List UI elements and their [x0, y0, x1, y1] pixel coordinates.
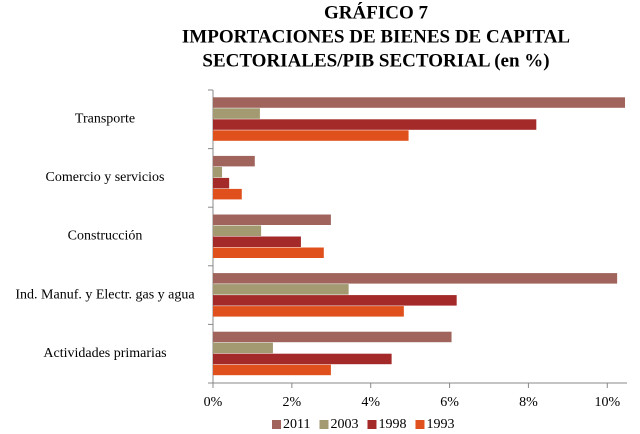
bar	[213, 273, 618, 284]
bar	[213, 108, 260, 119]
x-tick-label: 6%	[440, 395, 459, 410]
bar	[213, 353, 392, 365]
y-tick-label: Actividades primarias	[43, 346, 166, 361]
x-tick-label: 8%	[519, 395, 538, 410]
x-tick-label: 10%	[594, 395, 620, 410]
legend-swatch	[272, 420, 281, 429]
bar	[213, 306, 404, 317]
chart-title: GRÁFICO 7	[324, 1, 428, 23]
x-tick-label: 2%	[283, 395, 302, 410]
y-tick-label: Comercio y servicios	[46, 170, 165, 185]
legend-swatch	[367, 420, 377, 429]
bar	[213, 295, 457, 306]
bar	[213, 177, 230, 189]
legend-swatch	[319, 420, 329, 429]
y-tick-label: Construcción	[68, 229, 143, 244]
bar	[213, 214, 331, 225]
bar	[213, 236, 301, 247]
bar	[213, 155, 255, 167]
legend-label: 2011	[283, 417, 310, 432]
legend-label: 1993	[426, 417, 454, 432]
bar	[213, 342, 273, 354]
bar	[213, 130, 409, 141]
bar	[213, 364, 331, 376]
bar	[213, 119, 537, 130]
bar	[213, 188, 242, 200]
bar	[213, 225, 262, 236]
bar	[213, 331, 452, 343]
y-tick-label: Ind. Manuf. y Electr. gas y agua	[15, 287, 195, 302]
legend-swatch	[415, 420, 425, 429]
x-tick-label: 4%	[361, 395, 380, 410]
bar	[213, 284, 349, 295]
chart-title: IMPORTACIONES DE BIENES DE CAPITAL	[182, 26, 570, 47]
bar	[213, 97, 626, 108]
bar	[213, 247, 324, 258]
legend-label: 1998	[378, 417, 406, 432]
y-tick-label: Transporte	[75, 112, 135, 127]
legend-label: 2003	[330, 417, 358, 432]
bar	[213, 166, 223, 178]
chart-title: SECTORIALES/PIB SECTORIAL (en %)	[202, 50, 549, 71]
x-tick-label: 0%	[204, 395, 223, 410]
